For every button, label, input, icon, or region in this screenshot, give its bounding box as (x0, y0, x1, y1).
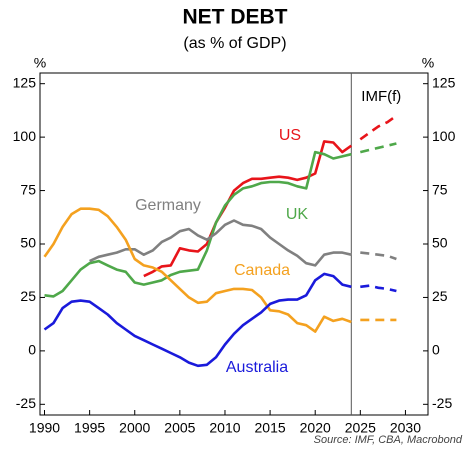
y-tick-label-right: 25 (432, 288, 448, 304)
y-unit-left: % (34, 55, 46, 71)
forecast-line (360, 251, 397, 261)
y-tick-label-left: 25 (20, 288, 36, 304)
y-unit-right: % (422, 55, 434, 71)
forecast-line (359, 114, 398, 141)
series-label: Canada (234, 262, 290, 279)
series-label: UK (286, 206, 309, 223)
y-tick-label-left: 125 (13, 74, 37, 90)
x-tick-label: 2030 (390, 420, 421, 436)
x-tick-label: 2025 (345, 420, 376, 436)
series-label: Germany (135, 197, 201, 214)
x-tick-label: 2015 (255, 420, 286, 436)
x-tick-label: 1990 (29, 420, 60, 436)
series-label: US (279, 127, 301, 144)
y-tick-label-right: 50 (432, 235, 448, 251)
chart-title: NET DEBT (183, 6, 288, 29)
chart-subtitle: (as % of GDP) (183, 35, 286, 52)
series-line (43, 207, 352, 333)
forecast-line (359, 142, 397, 154)
series-line (44, 150, 352, 298)
series-line (143, 140, 353, 278)
y-tick-label-left: 50 (20, 235, 36, 251)
series-line (89, 219, 352, 267)
forecast-line (360, 284, 397, 293)
series-line (43, 272, 352, 368)
x-tick-label: 2010 (209, 420, 240, 436)
forecast-label: IMF(f) (361, 88, 401, 105)
x-tick-label: 2005 (164, 420, 195, 436)
series-label: Australia (226, 359, 288, 376)
y-tick-label-right: 100 (432, 128, 456, 144)
y-tick-label-left: 0 (28, 342, 36, 358)
source: Source: IMF, CBA, Macrobond (314, 434, 463, 446)
x-tick-label: 2020 (300, 420, 331, 436)
x-tick-label: 2000 (119, 420, 150, 436)
y-tick-label-right: 125 (432, 74, 456, 90)
y-tick-label-left: -25 (16, 395, 36, 411)
y-tick-label-right: 75 (432, 181, 448, 197)
y-tick-label-right: -25 (432, 395, 452, 411)
y-tick-label-right: 0 (432, 342, 440, 358)
x-tick-label: 1995 (74, 420, 105, 436)
y-tick-label-left: 75 (20, 181, 36, 197)
y-tick-label-left: 100 (13, 128, 37, 144)
